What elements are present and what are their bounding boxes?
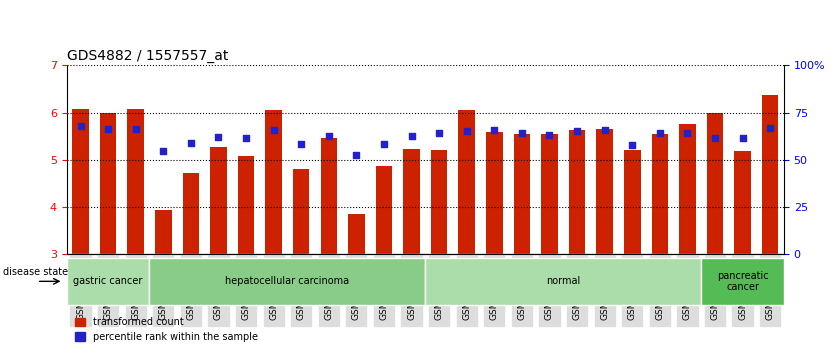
Bar (514, 134, 530, 254)
Point (653, 130, 666, 136)
Text: normal: normal (546, 276, 580, 286)
Point (239, 135, 253, 140)
Text: hepatocellular carcinoma: hepatocellular carcinoma (225, 276, 349, 286)
Point (212, 134, 225, 140)
Bar (73, 109, 88, 254)
Bar (459, 110, 475, 254)
Point (626, 142, 639, 148)
Bar (183, 173, 199, 254)
Text: pancreatic
cancer: pancreatic cancer (716, 270, 768, 292)
Bar (238, 156, 254, 254)
Bar (293, 169, 309, 254)
Point (377, 141, 390, 147)
Bar (679, 124, 696, 254)
Bar (100, 114, 117, 254)
Point (598, 127, 611, 133)
Point (570, 129, 584, 134)
Bar (265, 110, 282, 254)
Bar (155, 210, 172, 254)
Bar (596, 129, 613, 254)
Point (488, 127, 501, 133)
Point (349, 152, 363, 158)
FancyBboxPatch shape (701, 258, 784, 305)
Bar (541, 134, 558, 254)
Bar (375, 166, 392, 254)
Point (129, 126, 143, 132)
Bar (651, 134, 668, 254)
Bar (624, 150, 641, 254)
Text: disease state: disease state (3, 267, 68, 277)
Text: GDS4882 / 1557557_at: GDS4882 / 1557557_at (67, 49, 228, 63)
FancyBboxPatch shape (149, 258, 425, 305)
Bar (569, 130, 585, 254)
Bar (762, 95, 778, 254)
Bar (128, 109, 144, 254)
Point (460, 129, 474, 134)
Point (515, 130, 529, 136)
Bar (486, 132, 503, 254)
Bar (706, 114, 723, 254)
Point (74, 123, 88, 129)
Point (404, 133, 418, 139)
Point (708, 135, 721, 140)
Legend: transformed count, percentile rank within the sample: transformed count, percentile rank withi… (72, 313, 262, 346)
Bar (734, 151, 751, 254)
Bar (431, 150, 447, 254)
FancyBboxPatch shape (67, 258, 149, 305)
Point (294, 141, 308, 147)
Point (543, 132, 556, 138)
Bar (348, 215, 364, 254)
Bar (320, 138, 337, 254)
Point (157, 148, 170, 154)
FancyBboxPatch shape (425, 258, 701, 305)
Point (184, 140, 198, 146)
Point (322, 133, 335, 139)
Point (102, 126, 115, 132)
Point (736, 135, 749, 140)
Point (681, 130, 694, 136)
Point (433, 130, 446, 136)
Bar (404, 149, 420, 254)
Text: gastric cancer: gastric cancer (73, 276, 143, 286)
Point (763, 125, 776, 131)
Bar (210, 147, 227, 254)
Point (267, 127, 280, 133)
